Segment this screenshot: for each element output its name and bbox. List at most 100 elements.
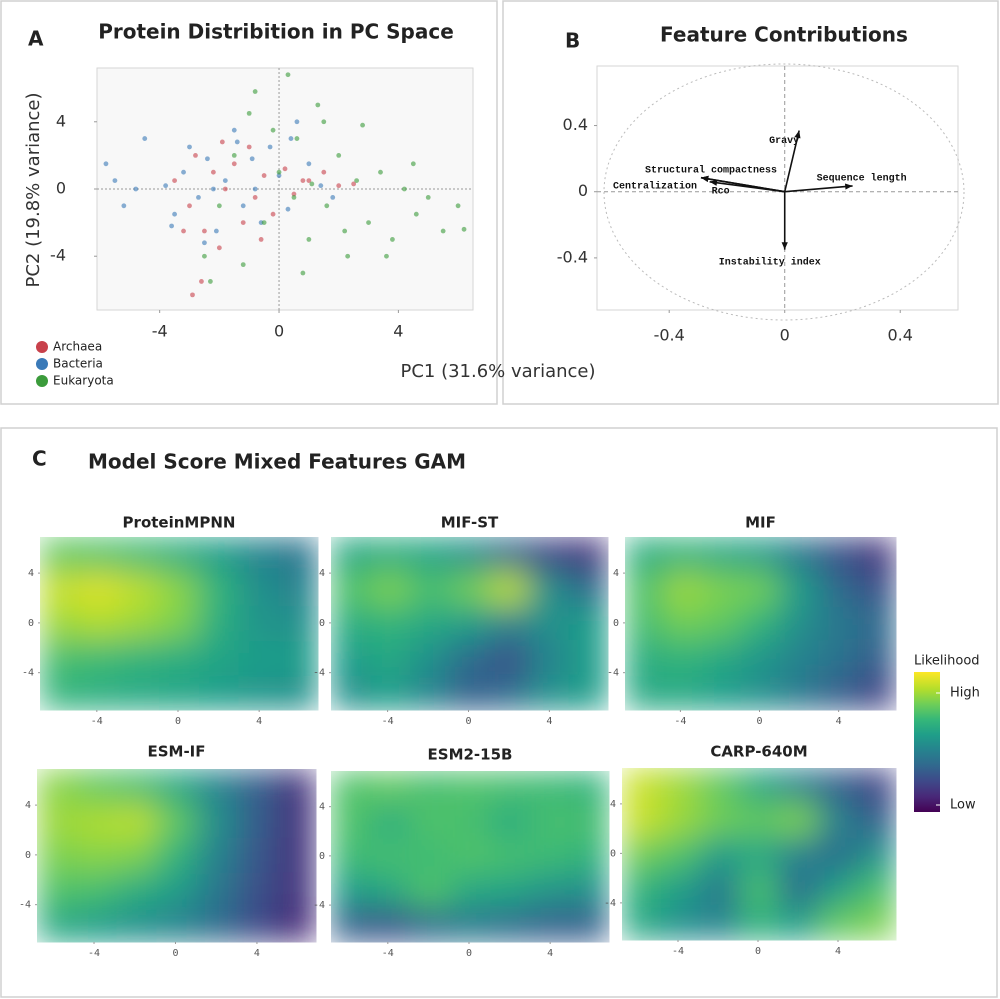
arrow xyxy=(709,181,785,193)
y-tick-label: 0.4 xyxy=(563,115,588,134)
heat-cell xyxy=(410,606,451,642)
y-tick-label: 0 xyxy=(28,618,34,629)
colorbar-tick-label: Low xyxy=(950,798,976,813)
heat-cell xyxy=(276,907,317,943)
y-tick-label: 4 xyxy=(319,802,325,813)
heat-cell xyxy=(818,640,858,676)
heat-cell xyxy=(116,769,158,805)
point xyxy=(300,270,306,276)
heat-cell xyxy=(489,640,530,676)
heat-cell xyxy=(529,805,570,840)
heat-cell xyxy=(700,768,740,803)
heatmap xyxy=(37,769,317,943)
x-tick-label: 0 xyxy=(756,716,762,727)
point xyxy=(240,220,246,226)
point xyxy=(202,240,207,246)
point xyxy=(231,161,237,167)
x-tick-label: 4 xyxy=(393,322,403,341)
heat-cell xyxy=(276,838,317,874)
panel-label: A xyxy=(28,27,44,51)
x-tick-label: 0 xyxy=(465,716,471,727)
point xyxy=(261,220,267,226)
heat-cell xyxy=(528,571,569,607)
heat-cell xyxy=(529,839,570,875)
y-tick-label: 0 xyxy=(610,848,616,859)
heat-cell xyxy=(370,839,411,875)
heat-cell xyxy=(119,606,160,642)
heat-cell xyxy=(779,675,820,711)
x-tick-label: 0 xyxy=(755,946,761,957)
vector-label: Gravy xyxy=(769,136,799,147)
heat-cell xyxy=(661,836,701,872)
point xyxy=(270,127,276,133)
point xyxy=(249,156,255,162)
y-tick-label: 4 xyxy=(56,111,66,130)
heat-cell xyxy=(625,606,665,642)
y-tick-label: 0 xyxy=(613,618,619,629)
arrow-head xyxy=(844,183,853,190)
y-tick-label: 4 xyxy=(319,568,325,579)
x-tick-label: 4 xyxy=(256,716,262,727)
y-tick-label: -4 xyxy=(313,668,325,679)
heat-cell xyxy=(778,836,819,872)
heat-cell xyxy=(159,606,200,642)
y-tick-label: 0 xyxy=(56,179,66,198)
heat-cell xyxy=(449,537,490,573)
point xyxy=(181,169,186,175)
heat-cell xyxy=(410,907,451,943)
heat-cell xyxy=(449,640,490,676)
correlation-circle xyxy=(603,63,965,321)
heatmap xyxy=(331,537,609,711)
heat-cell xyxy=(156,907,197,943)
heat-cell xyxy=(116,907,158,943)
heat-cell xyxy=(857,571,897,607)
point xyxy=(309,181,315,187)
heat-cell xyxy=(331,571,372,607)
heat-cell xyxy=(238,537,279,573)
point xyxy=(401,186,407,192)
point xyxy=(213,228,219,234)
heat-cell xyxy=(739,768,780,803)
heat-cell xyxy=(663,640,703,676)
heat-cell xyxy=(159,640,200,676)
y-tick-label: -0.4 xyxy=(557,247,588,266)
heat-cell xyxy=(741,571,781,607)
panel-frame xyxy=(502,0,999,405)
heat-cell xyxy=(817,802,858,838)
heat-cell xyxy=(450,771,491,806)
heat-cell xyxy=(778,802,819,838)
x-tick-label: 0 xyxy=(175,716,181,727)
point xyxy=(231,127,237,133)
heat-cell xyxy=(625,675,665,711)
heat-cell xyxy=(489,571,530,607)
heat-cell xyxy=(700,871,740,907)
x-tick-label: 0 xyxy=(780,326,790,345)
heat-cell xyxy=(622,905,662,941)
heat-cell xyxy=(663,571,703,607)
heat-cell xyxy=(625,640,665,676)
heat-cell xyxy=(528,606,569,642)
point xyxy=(205,156,210,162)
heat-cell xyxy=(276,769,317,805)
heat-cell xyxy=(156,872,197,908)
point xyxy=(202,228,207,234)
heat-cell xyxy=(278,606,319,642)
point xyxy=(366,220,371,226)
heat-cell xyxy=(76,838,118,874)
heat-cell xyxy=(410,675,451,711)
heat-cell xyxy=(569,873,610,909)
heat-cell xyxy=(278,640,319,676)
heat-cell xyxy=(370,537,411,573)
heat-cell xyxy=(625,537,665,573)
heat-cell xyxy=(331,907,372,943)
heat-cell xyxy=(331,873,372,909)
heat-cell xyxy=(529,873,570,909)
point xyxy=(330,195,336,200)
heat-cell xyxy=(778,768,819,803)
heat-cell xyxy=(79,640,120,676)
x-tick-label: 4 xyxy=(546,716,552,727)
heat-cell xyxy=(79,571,120,607)
heat-cell xyxy=(276,803,317,839)
point xyxy=(276,169,282,175)
x-tick-label: 0 xyxy=(466,948,472,959)
